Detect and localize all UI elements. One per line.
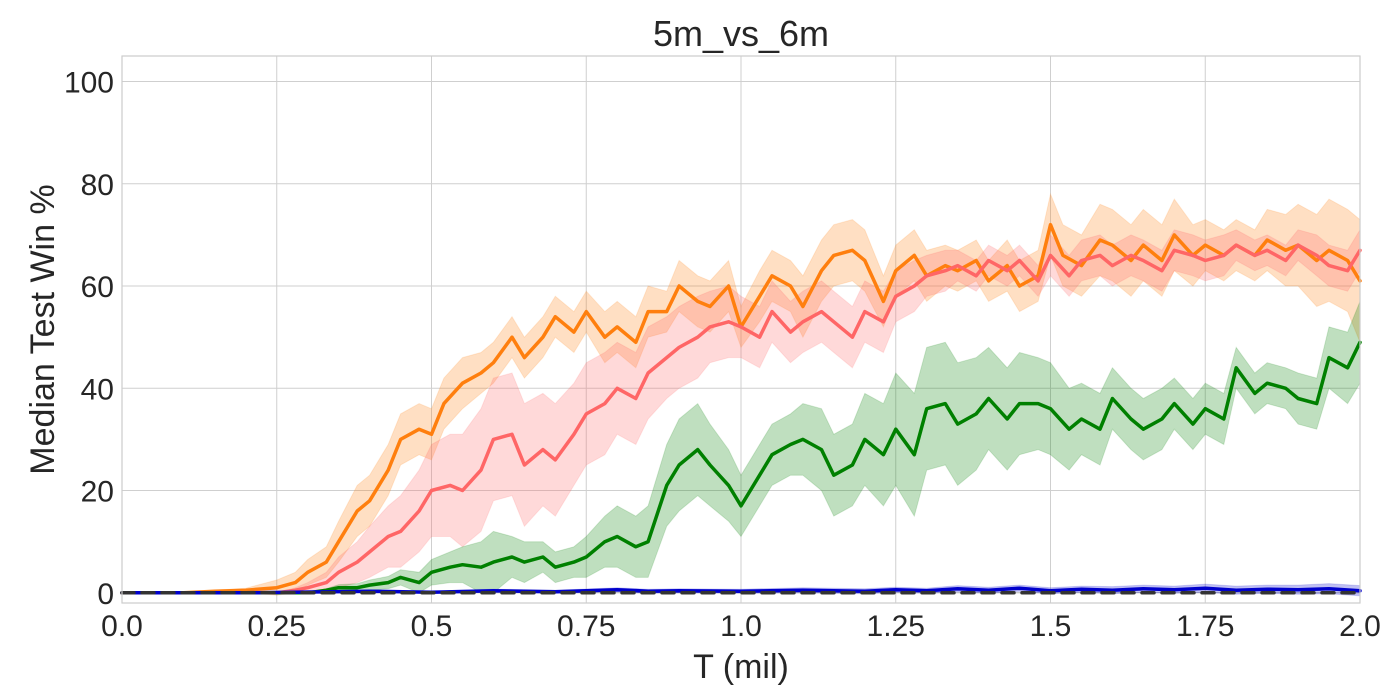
y-tick-label: 60 — [81, 271, 114, 304]
series-line-0 — [120, 222, 1362, 595]
x-axis-label: T (mil) — [693, 648, 789, 686]
y-tick-label: 20 — [81, 476, 114, 509]
tick-labels: 0.0 0.25 0.5 0.75 1.0 1.25 1.5 1.75 2.0 0 20 40 60 80… — [64, 67, 1381, 643]
y-tick-label: 0 — [97, 578, 114, 611]
x-tick-label: 1.25 — [867, 610, 925, 643]
plot-frame — [121, 55, 1361, 604]
y-tick-label: 40 — [81, 373, 114, 406]
y-tick-label: 80 — [81, 169, 114, 202]
x-tick-label: 1.0 — [720, 610, 762, 643]
x-tick-label: 0.0 — [101, 610, 143, 643]
x-tick-label: 1.75 — [1176, 610, 1234, 643]
series-lines — [120, 222, 1362, 595]
series-line-1 — [120, 243, 1362, 595]
x-tick-label: 0.25 — [248, 610, 306, 643]
chart-title: 5m_vs_6m — [653, 13, 829, 54]
x-tick-label: 2.0 — [1339, 610, 1381, 643]
series-line-2 — [120, 340, 1362, 595]
y-tick-label: 100 — [64, 67, 114, 100]
x-tick-label: 0.75 — [557, 610, 615, 643]
x-tick-label: 0.5 — [411, 610, 453, 643]
x-tick-label: 1.5 — [1030, 610, 1072, 643]
y-axis-label: Median Test Win % — [24, 184, 62, 474]
